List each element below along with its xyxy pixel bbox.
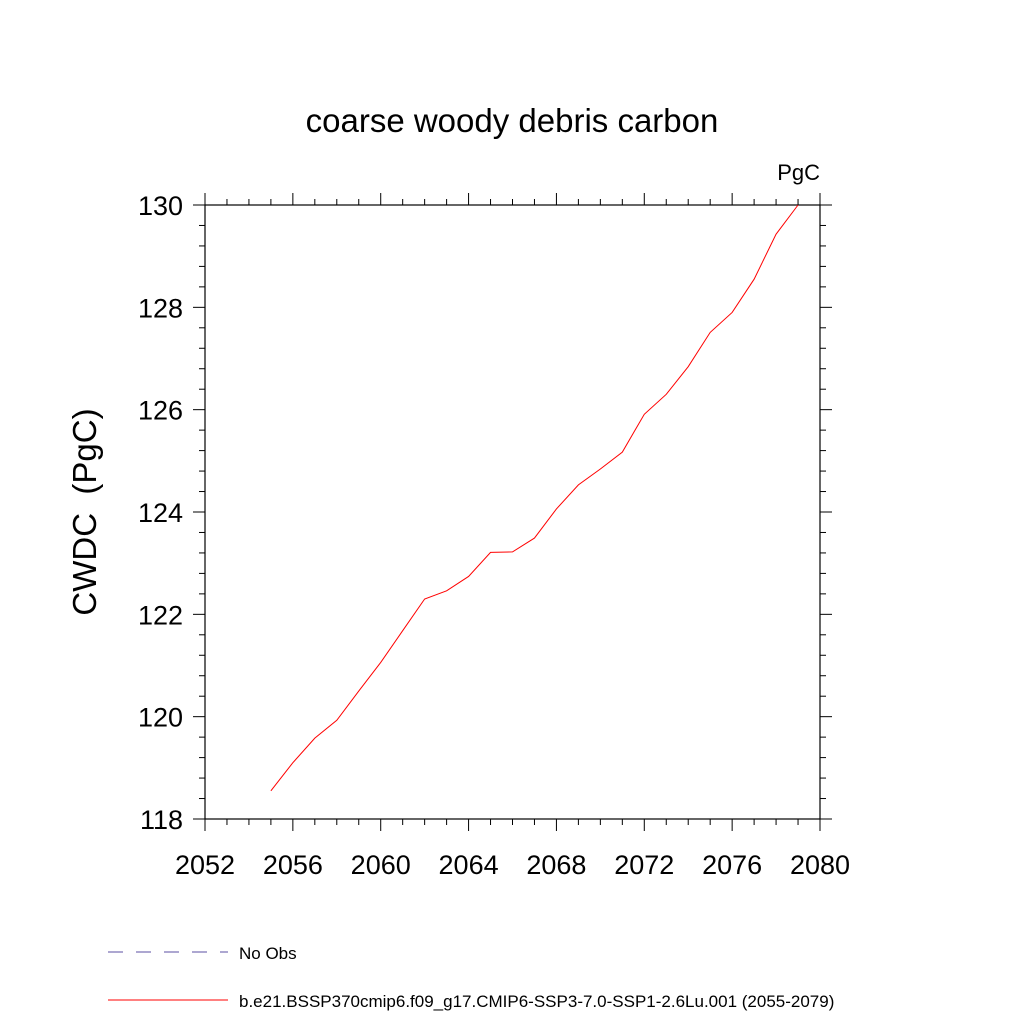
units-label: PgC — [777, 160, 820, 185]
chart-title: coarse woody debris carbon — [306, 102, 719, 139]
axis-ticks — [193, 193, 832, 831]
y-tick-label: 124 — [138, 498, 183, 528]
y-tick-label: 128 — [138, 293, 183, 323]
x-tick-label: 2076 — [702, 850, 762, 880]
x-tick-label: 2064 — [439, 850, 499, 880]
y-tick-label: 118 — [140, 805, 183, 835]
series-line — [270, 204, 799, 792]
x-tick-label: 2072 — [614, 850, 674, 880]
x-tick-label: 2060 — [351, 850, 411, 880]
x-tick-label: 2052 — [175, 850, 235, 880]
series-lines — [270, 204, 799, 792]
y-tick-label: 120 — [138, 703, 183, 733]
legend-label: b.e21.BSSP370cmip6.f09_g17.CMIP6-SSP3-7.… — [239, 992, 834, 1011]
x-tick-label: 2080 — [790, 850, 850, 880]
x-tick-label: 2056 — [263, 850, 323, 880]
x-tick-label: 2068 — [526, 850, 586, 880]
y-axis-label: CWDC (PgC) — [66, 408, 103, 615]
legend: No Obs b.e21.BSSP370cmip6.f09_g17.CMIP6-S… — [108, 944, 834, 1011]
y-tick-label: 130 — [138, 191, 183, 221]
legend-label: No Obs — [239, 944, 297, 963]
y-tick-label: 122 — [138, 600, 183, 630]
plot-frame — [204, 204, 821, 820]
tick-labels: 2052 2056 2060 2064 2068 2072 2076 2080 118 120 12… — [138, 191, 850, 880]
y-tick-label: 126 — [138, 396, 183, 426]
